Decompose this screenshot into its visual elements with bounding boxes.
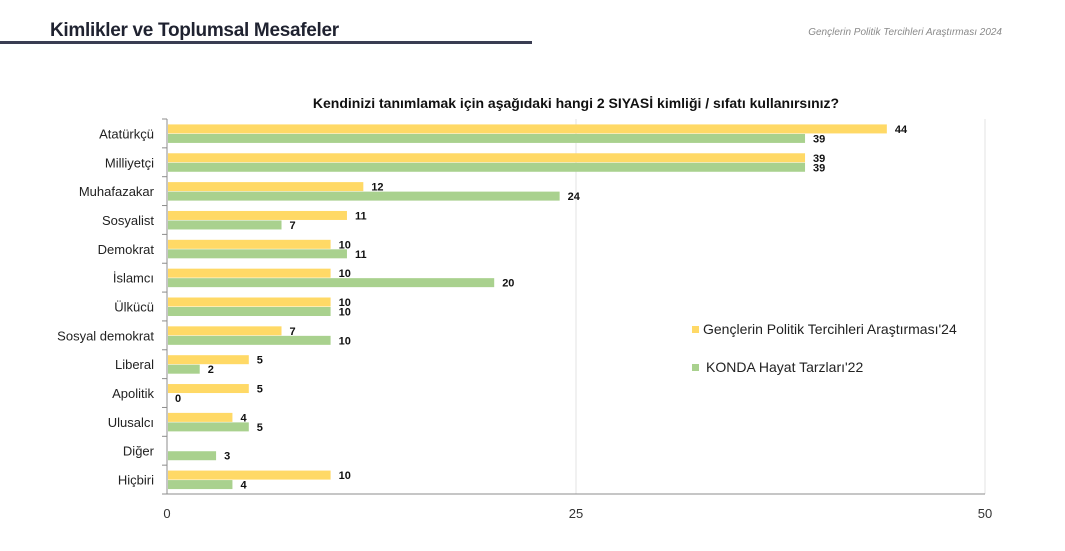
bar-gpta24 bbox=[168, 470, 331, 480]
data-label: 7 bbox=[290, 326, 296, 338]
data-label: 10 bbox=[339, 307, 351, 319]
category-label: Apolitik bbox=[112, 386, 154, 401]
category-label: Ülkücü bbox=[114, 300, 154, 315]
legend-swatch bbox=[692, 326, 699, 333]
category-label: Demokrat bbox=[98, 242, 155, 257]
data-label: 44 bbox=[895, 124, 908, 136]
bar-konda22 bbox=[168, 422, 249, 432]
bar-konda22 bbox=[168, 220, 282, 230]
data-label: 39 bbox=[813, 153, 825, 165]
legend-swatch bbox=[692, 364, 699, 371]
category-label: Hiçbiri bbox=[118, 473, 154, 488]
category-label: Atatürkçü bbox=[99, 126, 154, 141]
legend-label: KONDA Hayat Tarzları'22 bbox=[706, 359, 863, 375]
x-tick-label: 50 bbox=[978, 506, 992, 521]
data-label: 20 bbox=[502, 278, 514, 290]
data-label: 4 bbox=[240, 412, 247, 424]
category-label: İslamcı bbox=[113, 271, 154, 286]
bar-gpta24 bbox=[168, 384, 249, 394]
bar-konda22 bbox=[168, 133, 806, 143]
data-label: 10 bbox=[339, 297, 351, 309]
bar-gpta24 bbox=[168, 239, 331, 249]
data-label: 39 bbox=[813, 133, 825, 145]
legend-label: Gençlerin Politik Tercihleri Araştırması… bbox=[703, 321, 957, 337]
data-label: 24 bbox=[568, 191, 581, 203]
data-label: 7 bbox=[290, 220, 296, 232]
category-label: Sosyal demokrat bbox=[57, 328, 154, 343]
data-label: 5 bbox=[257, 355, 263, 367]
bar-konda22 bbox=[168, 278, 495, 288]
data-label: 2 bbox=[208, 364, 214, 376]
bar-gpta24 bbox=[168, 210, 347, 220]
chart-title: Kendinizi tanımlamak için aşağıdaki hang… bbox=[313, 95, 839, 111]
data-label: 10 bbox=[339, 470, 351, 482]
category-label: Milliyetçi bbox=[105, 155, 154, 170]
category-label: Muhafazakar bbox=[79, 184, 155, 199]
category-label: Sosyalist bbox=[102, 213, 154, 228]
data-label: 11 bbox=[355, 249, 367, 261]
bar-konda22 bbox=[168, 335, 331, 345]
data-label: 12 bbox=[371, 182, 383, 194]
category-label: Ulusalcı bbox=[108, 415, 154, 430]
bar-konda22 bbox=[168, 364, 200, 374]
data-label: 5 bbox=[257, 422, 263, 434]
data-label: 10 bbox=[339, 239, 351, 251]
report-name: Gençlerin Politik Tercihleri Araştırması… bbox=[808, 27, 1002, 38]
bar-konda22 bbox=[168, 480, 233, 490]
bar-konda22 bbox=[168, 451, 217, 461]
bar-konda22 bbox=[168, 162, 806, 172]
title-divider bbox=[0, 41, 532, 44]
data-label: 0 bbox=[175, 393, 181, 405]
bar-gpta24 bbox=[168, 297, 331, 307]
data-label: 10 bbox=[339, 268, 351, 280]
bar-konda22 bbox=[168, 249, 347, 259]
data-label: 5 bbox=[257, 384, 263, 396]
data-label: 39 bbox=[813, 162, 825, 174]
data-label: 11 bbox=[355, 210, 367, 222]
bar-konda22 bbox=[168, 191, 560, 201]
x-tick-label: 0 bbox=[163, 506, 170, 521]
bar-gpta24 bbox=[168, 268, 331, 278]
bar-gpta24 bbox=[168, 326, 282, 336]
data-label: 10 bbox=[339, 335, 351, 347]
data-label: 4 bbox=[240, 480, 247, 492]
bar-gpta24 bbox=[168, 412, 233, 422]
bar-gpta24 bbox=[168, 355, 249, 365]
bar-gpta24 bbox=[168, 182, 364, 192]
x-tick-label: 25 bbox=[569, 506, 583, 521]
bar-konda22 bbox=[168, 307, 331, 316]
data-label: 3 bbox=[224, 451, 230, 463]
category-label: Liberal bbox=[115, 357, 154, 372]
bar-gpta24 bbox=[168, 124, 887, 134]
section-title: Kimlikler ve Toplumsal Mesafeler bbox=[50, 20, 339, 41]
category-label: Diğer bbox=[123, 444, 155, 459]
bar-gpta24 bbox=[168, 153, 806, 163]
